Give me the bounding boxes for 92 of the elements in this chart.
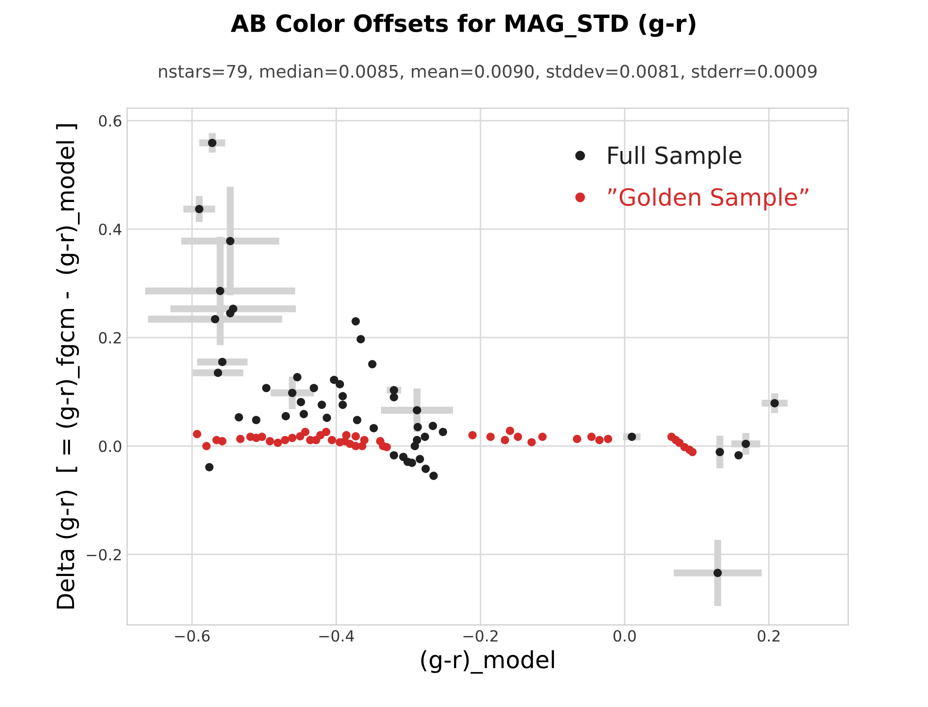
point: [338, 392, 347, 400]
point: [486, 432, 495, 441]
point: [420, 432, 430, 441]
point: [288, 434, 296, 442]
point: [414, 422, 422, 432]
point: [310, 384, 318, 392]
y-tick-label: −0.2: [86, 548, 121, 561]
point: [734, 451, 743, 460]
point: [408, 458, 416, 468]
point: [214, 368, 222, 377]
point: [293, 372, 302, 382]
point: [390, 393, 398, 402]
point: [514, 432, 522, 441]
point: [352, 317, 360, 326]
point: [328, 436, 336, 444]
point: [382, 442, 391, 452]
y-tick-label: 0.0: [98, 440, 122, 452]
point: [262, 384, 270, 392]
point: [258, 432, 266, 441]
point: [428, 422, 438, 430]
y-tick-label: 0.4: [98, 224, 122, 236]
point: [202, 442, 211, 450]
y-tick-label: 0.2: [98, 332, 121, 344]
point: [236, 434, 245, 444]
point: [360, 436, 369, 444]
point: [195, 204, 204, 214]
point: [438, 428, 448, 436]
point: [226, 236, 234, 246]
point: [587, 432, 596, 441]
y-tick-label: 0.6: [98, 115, 122, 127]
point: [356, 335, 365, 344]
point: [429, 472, 438, 480]
x-tick-label: −0.4: [319, 630, 354, 642]
point: [205, 463, 214, 472]
point: [216, 286, 224, 296]
point: [370, 424, 378, 432]
point: [300, 410, 308, 418]
chart-subtitle: nstars=79, median=0.0085, mean=0.0090, stddev=0.0081, stderr=0.0009: [159, 64, 817, 80]
point: [468, 431, 477, 440]
point: [318, 400, 326, 409]
point: [770, 399, 779, 408]
y-axis-title: Delta (g-r) [ = (g-r)_fgcm - (g-r)_model ]: [56, 124, 80, 609]
point: [218, 358, 226, 366]
point: [338, 400, 347, 409]
point: [352, 416, 362, 424]
x-axis-title: (g-r)_model: [421, 650, 554, 674]
point: [390, 386, 398, 394]
point: [506, 426, 514, 436]
point: [280, 436, 290, 444]
chart-title: AB Color Offsets for MAG_STD (g-r): [230, 14, 696, 38]
point: [572, 434, 582, 444]
point: [538, 432, 547, 441]
x-tick-label: −0.6: [175, 630, 210, 642]
point: [218, 436, 226, 446]
point: [688, 448, 697, 456]
point: [342, 431, 351, 440]
point: [410, 442, 420, 450]
point: [208, 138, 216, 148]
point: [412, 406, 422, 414]
point: [352, 432, 360, 440]
point: [266, 436, 274, 446]
x-tick-label: 0.0: [614, 630, 636, 642]
point: [226, 308, 234, 318]
x-tick-label: 0.2: [758, 630, 780, 642]
point: [716, 448, 724, 456]
point: [322, 428, 330, 436]
x-tick-label: −0.2: [464, 630, 498, 642]
point: [192, 430, 202, 438]
point: [288, 388, 296, 398]
point: [421, 464, 430, 473]
legend-label: ”Golden Sample”: [608, 188, 808, 211]
point: [714, 568, 722, 578]
legend-label: Full Sample: [608, 146, 742, 169]
point: [595, 436, 604, 444]
point: [416, 454, 424, 464]
point: [252, 416, 260, 424]
point: [330, 376, 338, 384]
point: [527, 438, 536, 446]
point: [628, 432, 636, 441]
point: [301, 428, 310, 436]
point: [368, 360, 376, 368]
point: [274, 438, 282, 447]
point: [604, 434, 612, 444]
point: [742, 440, 750, 448]
point: [282, 412, 290, 420]
point: [390, 451, 398, 460]
point: [336, 380, 344, 388]
point: [296, 398, 306, 406]
point: [322, 414, 332, 422]
point: [500, 436, 510, 444]
point: [210, 314, 220, 324]
point: [234, 413, 244, 422]
